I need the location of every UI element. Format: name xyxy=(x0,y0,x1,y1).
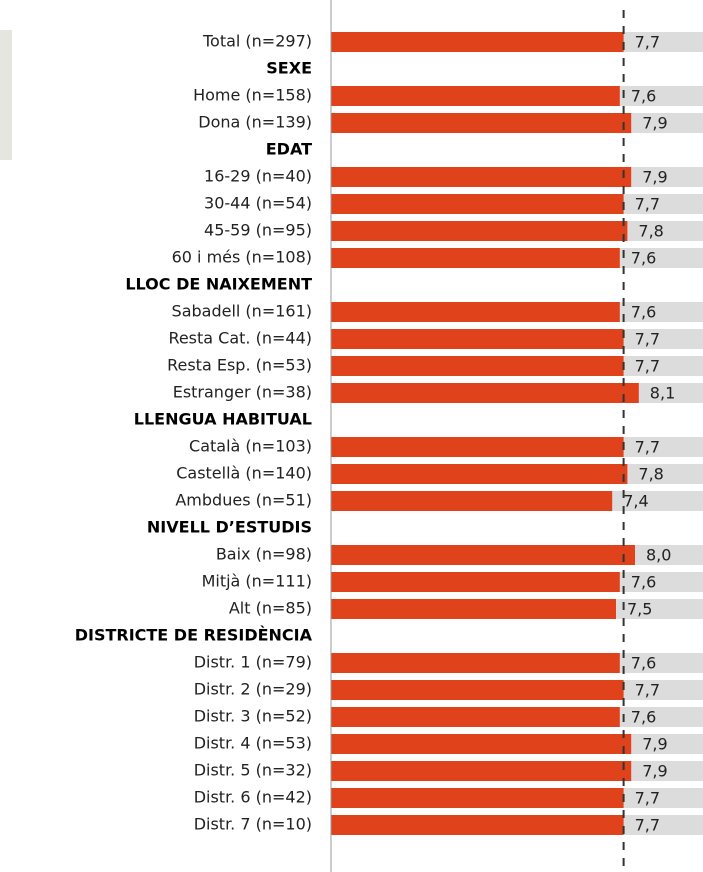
category-label: Resta Esp. (n=53) xyxy=(167,356,312,375)
bar xyxy=(331,113,632,133)
category-label: Distr. 6 (n=42) xyxy=(194,788,312,807)
value-label: 7,6 xyxy=(631,249,656,268)
bar xyxy=(331,329,624,349)
bar xyxy=(331,194,624,214)
category-label: Distr. 5 (n=32) xyxy=(194,761,312,780)
group-header: LLENGUA HABITUAL xyxy=(134,410,312,429)
category-label: Distr. 1 (n=79) xyxy=(194,653,312,672)
category-label: Distr. 3 (n=52) xyxy=(194,707,312,726)
bar xyxy=(331,545,635,565)
group-header: DISTRICTE DE RESIDÈNCIA xyxy=(75,626,313,645)
bar xyxy=(331,761,632,781)
value-label: 7,6 xyxy=(631,708,656,727)
value-label: 7,5 xyxy=(627,600,652,619)
value-label: 7,6 xyxy=(631,303,656,322)
bar xyxy=(331,356,624,376)
bar xyxy=(331,383,639,403)
value-label: 7,7 xyxy=(635,195,660,214)
category-label: 60 i més (n=108) xyxy=(172,248,312,267)
value-label: 7,4 xyxy=(623,492,648,511)
bar xyxy=(331,599,616,619)
bar xyxy=(331,707,620,727)
group-header: NIVELL D’ESTUDIS xyxy=(147,518,312,537)
value-label: 7,6 xyxy=(631,573,656,592)
value-label: 8,0 xyxy=(646,546,671,565)
bar xyxy=(331,437,624,457)
category-label: Ambdues (n=51) xyxy=(175,491,312,510)
bar xyxy=(331,653,620,673)
category-label: 30-44 (n=54) xyxy=(204,194,312,213)
bar xyxy=(331,491,613,511)
category-label: Castellà (n=140) xyxy=(176,464,312,483)
category-label: 45-59 (n=95) xyxy=(204,221,312,240)
category-label: Distr. 2 (n=29) xyxy=(194,680,312,699)
category-label: Mitjà (n=111) xyxy=(202,572,312,591)
group-header: SEXE xyxy=(266,59,312,78)
category-label: Alt (n=85) xyxy=(229,599,312,618)
bar xyxy=(331,248,620,268)
category-label: Estranger (n=38) xyxy=(173,383,312,402)
side-tab xyxy=(0,30,12,160)
bar xyxy=(331,734,632,754)
value-label: 7,7 xyxy=(635,33,660,52)
bar xyxy=(331,32,624,52)
value-label: 7,9 xyxy=(642,168,667,187)
value-label: 7,7 xyxy=(635,357,660,376)
group-header: EDAT xyxy=(266,140,312,159)
value-label: 7,7 xyxy=(635,438,660,457)
bar xyxy=(331,221,628,241)
value-label: 7,9 xyxy=(642,114,667,133)
bar xyxy=(331,680,624,700)
value-label: 8,1 xyxy=(650,384,675,403)
bar xyxy=(331,815,624,835)
value-label: 7,7 xyxy=(635,681,660,700)
value-label: 7,6 xyxy=(631,87,656,106)
value-label: 7,8 xyxy=(638,222,663,241)
value-label: 7,9 xyxy=(642,762,667,781)
bar xyxy=(331,167,632,187)
category-label: Català (n=103) xyxy=(189,437,312,456)
category-label: Sabadell (n=161) xyxy=(172,302,312,321)
bar xyxy=(331,464,628,484)
category-label: Distr. 7 (n=10) xyxy=(194,815,312,834)
value-label: 7,6 xyxy=(631,654,656,673)
value-label: 7,7 xyxy=(635,330,660,349)
bar xyxy=(331,788,624,808)
category-label: Total (n=297) xyxy=(202,32,312,51)
category-label: Dona (n=139) xyxy=(198,113,312,132)
category-label: Baix (n=98) xyxy=(216,545,312,564)
category-label: Resta Cat. (n=44) xyxy=(168,329,312,348)
group-header: LLOC DE NAIXEMENT xyxy=(125,275,312,294)
category-label: 16-29 (n=40) xyxy=(204,167,312,186)
bar xyxy=(331,572,620,592)
value-label: 7,7 xyxy=(635,816,660,835)
bar xyxy=(331,302,620,322)
value-label: 7,7 xyxy=(635,789,660,808)
bar xyxy=(331,86,620,106)
value-label: 7,8 xyxy=(638,465,663,484)
category-label: Home (n=158) xyxy=(193,86,312,105)
value-label: 7,9 xyxy=(642,735,667,754)
category-label: Distr. 4 (n=53) xyxy=(194,734,312,753)
